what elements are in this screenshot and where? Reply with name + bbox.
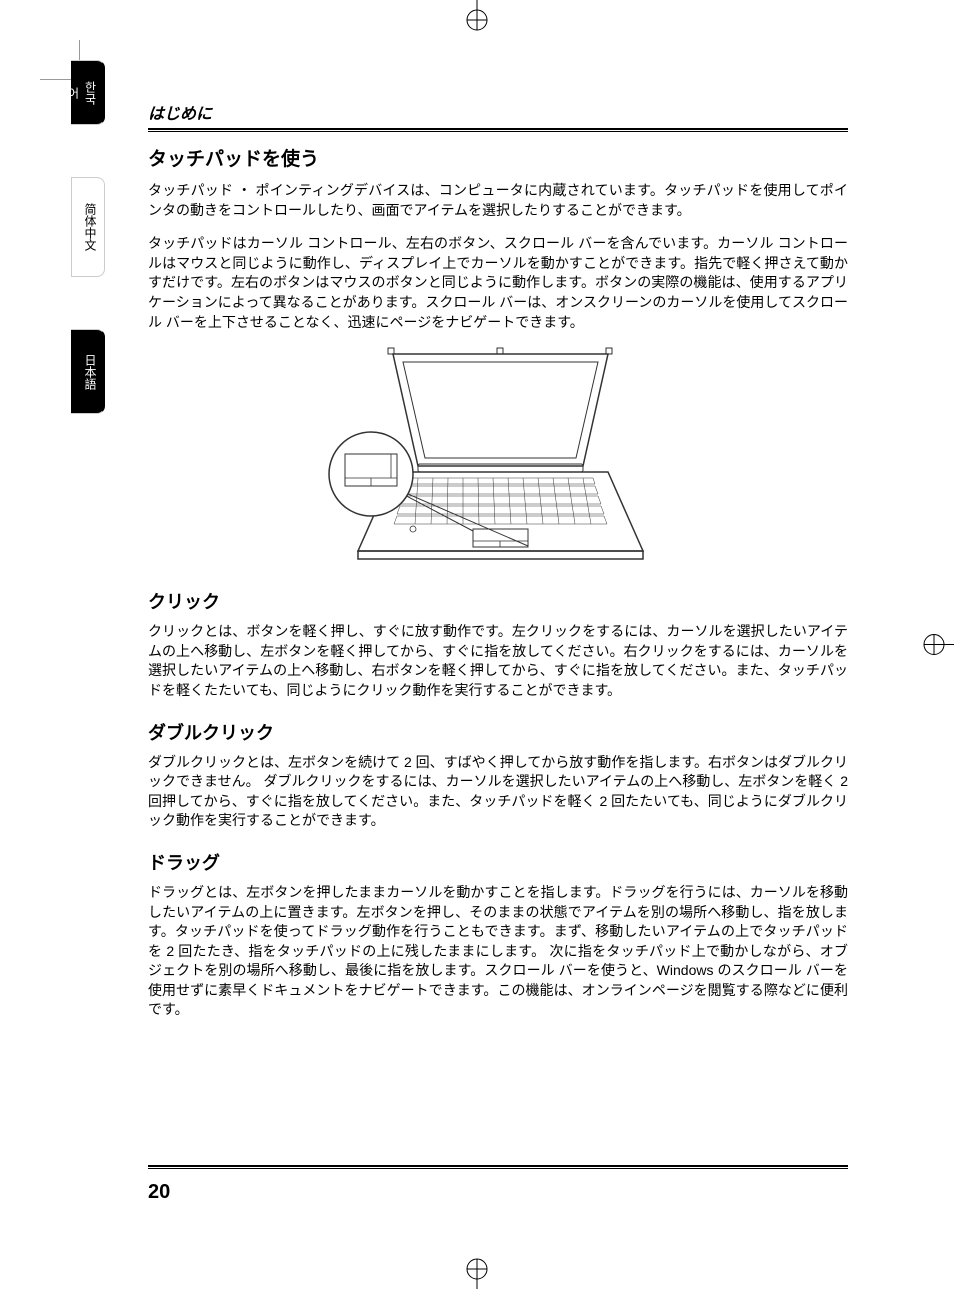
tab-japanese[interactable]: 日本語 xyxy=(71,329,105,414)
laptop-illustration xyxy=(148,346,848,566)
subsection-title-doubleclick: ダブルクリック xyxy=(148,719,848,745)
header-divider xyxy=(148,128,848,132)
subsection-title-drag: ドラッグ xyxy=(148,849,848,875)
subsection-title-click: クリック xyxy=(148,588,848,614)
main-content: はじめに タッチパッドを使う タッチパッド ・ ポインティングデバイスは、コンピ… xyxy=(148,100,848,1034)
page-footer: 20 xyxy=(148,1165,848,1204)
tab-korean[interactable]: 한국어 xyxy=(71,60,105,125)
crop-mark-right xyxy=(914,625,954,670)
section-paragraph: クリックとは、ボタンを軽く押し、すぐに放す動作です。左クリックをするには、カーソ… xyxy=(148,622,848,700)
footer-divider xyxy=(148,1165,848,1169)
section-title-touchpad: タッチパッドを使う xyxy=(148,144,848,171)
section-paragraph: ドラッグとは、左ボタンを押したままカーソルを動かすことを指します。ドラッグを行う… xyxy=(148,883,848,1020)
tab-chinese[interactable]: 简体中文 xyxy=(71,177,105,277)
crop-mark-top xyxy=(457,0,497,45)
section-paragraph: タッチパッド ・ ポインティングデバイスは、コンピュータに内蔵されています。タッ… xyxy=(148,181,848,220)
crop-mark-bottom xyxy=(457,1249,497,1294)
language-tabs-sidebar: 한국어 简体中文 日本語 xyxy=(58,60,118,416)
chapter-header: はじめに xyxy=(148,100,848,124)
page-number: 20 xyxy=(148,1181,848,1204)
section-paragraph: タッチパッドはカーソル コントロール、左右のボタン、スクロール バーを含んでいま… xyxy=(148,234,848,332)
section-paragraph: ダブルクリックとは、左ボタンを続けて 2 回、すばやく押してから放す動作を指しま… xyxy=(148,753,848,831)
